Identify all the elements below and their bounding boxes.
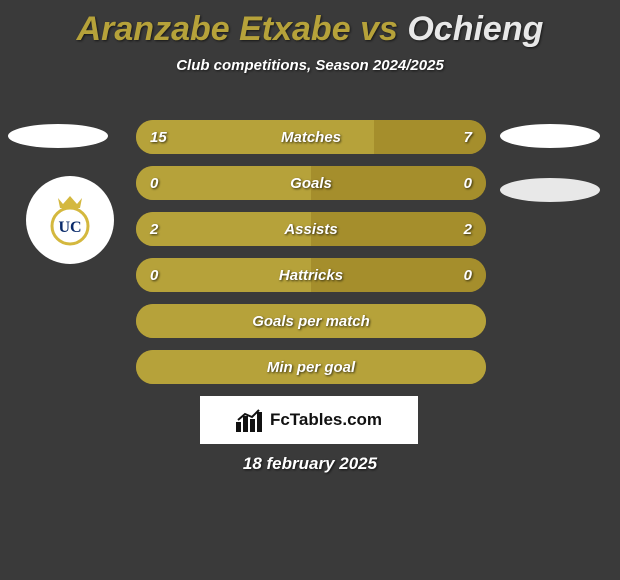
side-badge-right-b (500, 178, 600, 202)
page-title: Aranzabe Etxabe vs Ochieng (0, 0, 620, 49)
date-text: 18 february 2025 (0, 454, 620, 474)
stat-bar-row: 00Hattricks (136, 258, 486, 292)
bar-label: Matches (136, 120, 486, 154)
stat-bar-row: Min per goal (136, 350, 486, 384)
brand-logo[interactable]: FcTables.com (200, 396, 418, 444)
bar-label: Assists (136, 212, 486, 246)
side-badge-right-a (500, 124, 600, 148)
bar-label: Goals per match (136, 304, 486, 338)
stat-bar-row: 22Assists (136, 212, 486, 246)
svg-text:UC: UC (58, 219, 81, 236)
stat-bars: 157Matches 00Goals 22Assists 00Hattricks Goa… (136, 120, 486, 396)
stat-bar-row: 157Matches (136, 120, 486, 154)
bar-label: Goals (136, 166, 486, 200)
side-badge-left (8, 124, 108, 148)
title-player2: Ochieng (407, 10, 543, 48)
stat-bar-row: Goals per match (136, 304, 486, 338)
title-player1: Aranzabe Etxabe (77, 10, 351, 48)
bar-label: Min per goal (136, 350, 486, 384)
subtitle: Club competitions, Season 2024/2025 (0, 57, 620, 74)
stat-bar-row: 00Goals (136, 166, 486, 200)
bar-chart-icon (236, 408, 264, 432)
bar-label: Hattricks (136, 258, 486, 292)
crest-icon: UC (40, 190, 100, 250)
brand-text: FcTables.com (270, 410, 382, 430)
team-logo: UC (26, 176, 114, 264)
title-vs: vs (360, 10, 398, 48)
